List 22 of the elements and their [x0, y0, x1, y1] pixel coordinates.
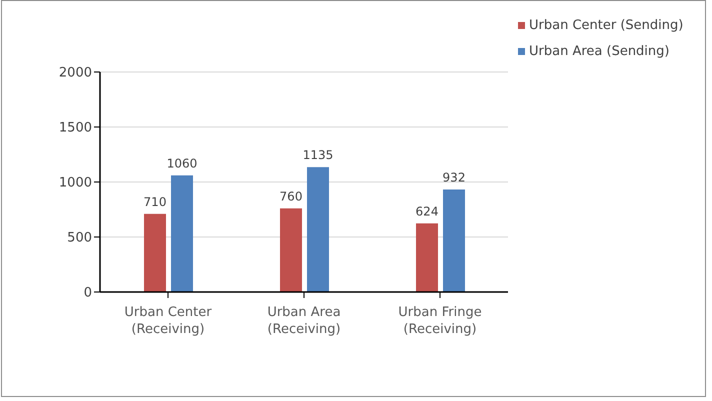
data-label: 710 [144, 194, 166, 209]
bar [416, 223, 438, 292]
y-tick-label: 0 [84, 286, 92, 301]
bar [171, 175, 193, 292]
y-tick-label: 1000 [58, 176, 92, 191]
bar [307, 167, 329, 292]
legend-label: Urban Center (Sending) [529, 18, 684, 32]
x-tick-label: Urban Center (Receiving) [124, 305, 212, 337]
data-label: 624 [416, 204, 438, 218]
bar [144, 214, 166, 292]
bar [443, 189, 465, 292]
data-label: 932 [442, 170, 466, 184]
x-tick-label: Urban Area (Receiving) [267, 305, 341, 337]
bar [280, 208, 302, 292]
data-label: 1135 [302, 148, 334, 162]
legend-label: Urban Area (Sending) [529, 44, 670, 58]
data-label: 1060 [166, 156, 198, 170]
y-tick-label: 500 [67, 230, 92, 246]
data-label: 760 [280, 189, 302, 204]
y-tick-label: 1500 [58, 120, 92, 136]
x-tick-label: Urban Fringe (Receiving) [398, 305, 482, 337]
y-tick-label: 2000 [58, 66, 92, 81]
